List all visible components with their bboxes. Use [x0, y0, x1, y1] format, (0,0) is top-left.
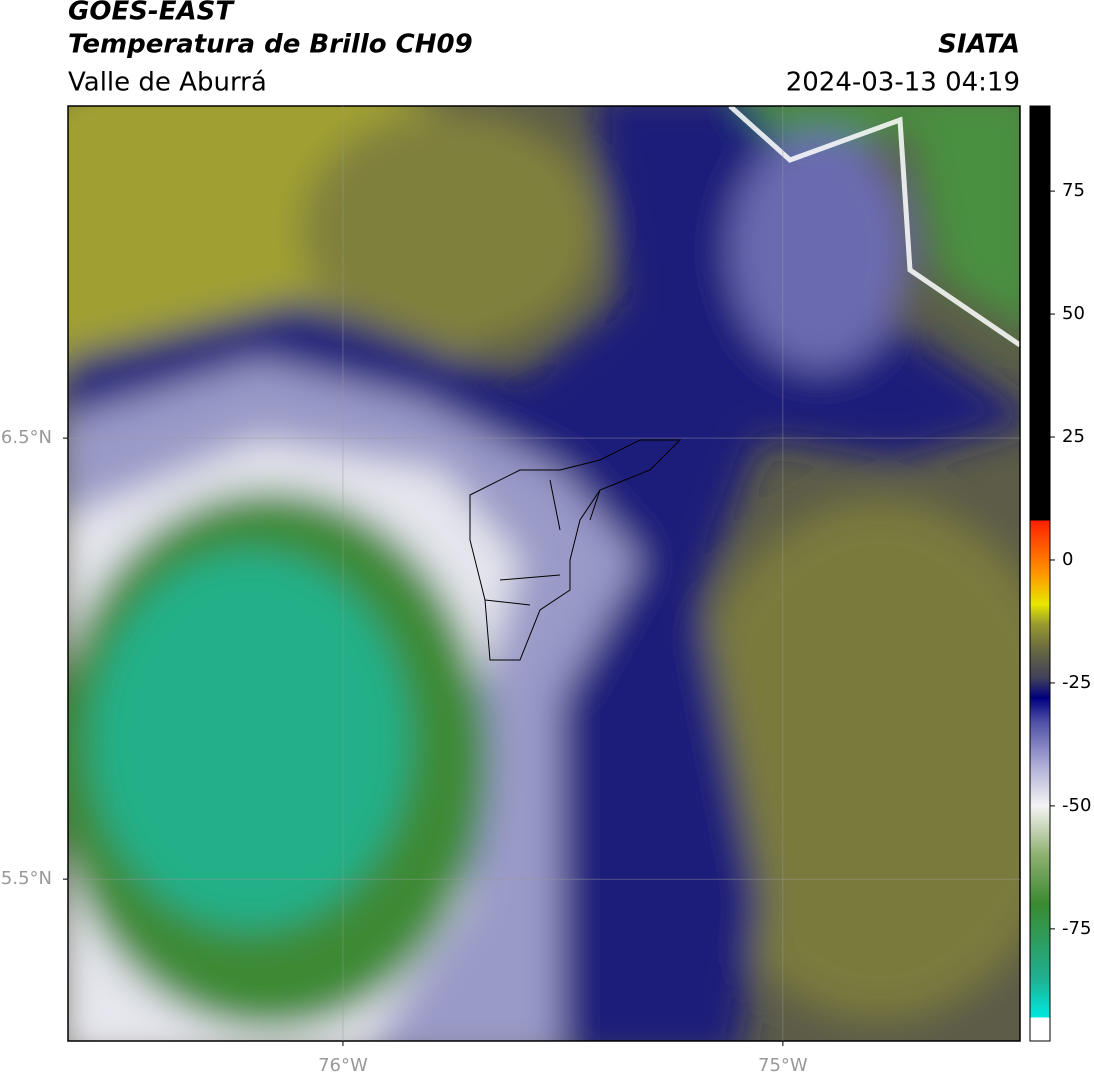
y-tick-label: 5.5°N: [1, 868, 52, 889]
colorbar-label: 0: [1062, 549, 1073, 570]
x-tick-label: 75°W: [758, 1055, 808, 1076]
map-frame: [67, 105, 1021, 1042]
timestamp: 2024-03-13 04:19: [786, 68, 1020, 98]
colorbar-label: -50: [1062, 795, 1091, 816]
title: GOES-EAST: [68, 0, 235, 27]
colorbar-label: 75: [1062, 180, 1085, 201]
region: Valle de Aburrá: [68, 68, 267, 98]
source: SIATA: [938, 30, 1020, 60]
x-tick-label: 76°W: [318, 1055, 368, 1076]
colorbar-label: 50: [1062, 303, 1085, 324]
colorbar-label: -25: [1062, 672, 1091, 693]
subtitle: Temperatura de Brillo CH09: [68, 30, 473, 60]
colorbar-label: 25: [1062, 426, 1085, 447]
colorbar-label: -75: [1062, 918, 1091, 939]
y-tick-label: 6.5°N: [1, 427, 52, 448]
satellite-image: [68, 106, 1020, 1041]
colorbar: [1029, 105, 1051, 1042]
